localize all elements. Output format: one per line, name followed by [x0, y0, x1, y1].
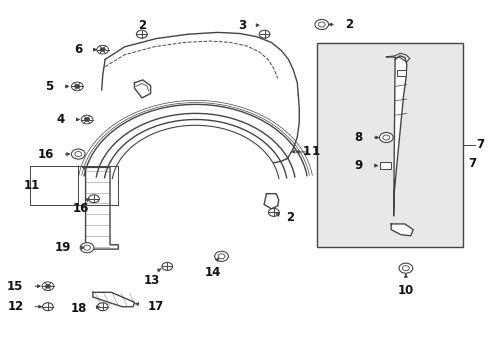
- Circle shape: [162, 262, 172, 270]
- Text: 1: 1: [311, 145, 320, 158]
- Text: 7: 7: [475, 138, 484, 152]
- Bar: [316, 43, 462, 247]
- Text: 4: 4: [57, 113, 65, 126]
- Circle shape: [259, 30, 269, 38]
- Text: 2: 2: [285, 211, 294, 224]
- Text: 2: 2: [138, 19, 145, 32]
- Text: 8: 8: [354, 131, 362, 144]
- Circle shape: [214, 251, 228, 261]
- Circle shape: [218, 254, 224, 259]
- Circle shape: [75, 85, 80, 88]
- Text: 11: 11: [23, 179, 40, 192]
- Circle shape: [80, 243, 94, 253]
- Text: 15: 15: [7, 280, 23, 293]
- Circle shape: [84, 118, 89, 121]
- Circle shape: [45, 284, 50, 288]
- Circle shape: [100, 48, 105, 51]
- Circle shape: [83, 245, 90, 250]
- Text: 13: 13: [143, 274, 160, 287]
- Circle shape: [42, 303, 53, 311]
- Circle shape: [81, 115, 93, 124]
- Circle shape: [42, 282, 54, 291]
- Text: 16: 16: [72, 202, 89, 215]
- Circle shape: [71, 82, 83, 91]
- Circle shape: [314, 19, 328, 30]
- Text: 1: 1: [303, 145, 311, 158]
- Text: 2: 2: [344, 18, 352, 31]
- Text: 7: 7: [468, 157, 476, 170]
- Text: 3: 3: [237, 19, 245, 32]
- Circle shape: [71, 149, 85, 159]
- Polygon shape: [393, 56, 406, 216]
- Circle shape: [318, 22, 325, 27]
- Bar: [396, 70, 405, 76]
- Circle shape: [136, 30, 147, 38]
- Text: 9: 9: [354, 159, 362, 172]
- Circle shape: [97, 303, 108, 311]
- Text: 16: 16: [38, 148, 54, 161]
- Circle shape: [398, 263, 412, 273]
- Circle shape: [382, 135, 389, 140]
- Circle shape: [88, 195, 99, 203]
- Text: 10: 10: [397, 284, 413, 297]
- Text: 5: 5: [45, 80, 54, 93]
- Text: 6: 6: [74, 43, 82, 56]
- Polygon shape: [390, 224, 412, 236]
- Text: 12: 12: [7, 300, 23, 313]
- Circle shape: [97, 45, 108, 54]
- Circle shape: [75, 152, 81, 157]
- Circle shape: [402, 266, 408, 271]
- Text: 18: 18: [71, 302, 87, 315]
- Circle shape: [268, 208, 279, 216]
- Bar: [379, 162, 390, 169]
- Text: 17: 17: [147, 300, 163, 313]
- Text: 19: 19: [55, 241, 71, 254]
- Text: 14: 14: [204, 266, 221, 279]
- Circle shape: [379, 132, 392, 143]
